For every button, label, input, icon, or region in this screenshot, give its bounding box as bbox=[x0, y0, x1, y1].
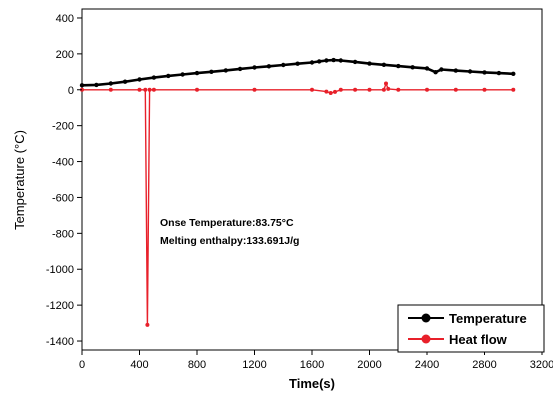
data-point-temperature bbox=[295, 61, 300, 66]
data-point-temperature bbox=[79, 83, 85, 88]
y-tick-label: -600 bbox=[52, 192, 74, 204]
x-axis-title: Time(s) bbox=[289, 376, 335, 391]
data-point-heat-flow bbox=[147, 87, 152, 92]
data-point-temperature bbox=[324, 58, 329, 63]
data-point-temperature bbox=[338, 58, 343, 63]
plot-frame bbox=[81, 8, 543, 351]
legend-label-heat-flow: Heat flow bbox=[449, 332, 508, 347]
data-point-temperature bbox=[433, 70, 438, 75]
y-tick-label: -1000 bbox=[46, 264, 74, 276]
data-point-temperature bbox=[410, 65, 415, 70]
data-point-temperature bbox=[511, 71, 516, 77]
data-point-temperature bbox=[122, 79, 128, 84]
data-point-heat-flow bbox=[252, 87, 257, 92]
legend-marker-heat-flow bbox=[421, 334, 431, 344]
data-point-temperature bbox=[482, 70, 487, 75]
data-point-temperature bbox=[237, 66, 243, 72]
data-point-heat-flow bbox=[108, 87, 113, 92]
data-point-temperature bbox=[108, 81, 114, 86]
y-axis: 400 200 0 -200 -400 -600 -800 -1000 -1200 -1400 bbox=[46, 13, 82, 348]
annotation-melting-enthalpy: Melting enthalpy:133.691J/g bbox=[160, 235, 299, 247]
x-tick-label: 1600 bbox=[300, 359, 324, 371]
data-point-temperature bbox=[266, 64, 272, 69]
data-point-heat-flow bbox=[324, 89, 329, 94]
data-point-heat-flow bbox=[425, 87, 429, 92]
data-point-temperature bbox=[467, 69, 473, 74]
x-tick-label: 3200 bbox=[530, 359, 553, 371]
legend-box bbox=[397, 304, 545, 353]
y-tick-label: 0 bbox=[68, 85, 74, 97]
series-layer bbox=[79, 57, 516, 327]
x-tick-label: 2400 bbox=[415, 359, 439, 371]
x-tick-label: 0 bbox=[79, 359, 85, 371]
y-tick-label: -200 bbox=[52, 121, 74, 133]
data-point-heat-flow bbox=[396, 87, 401, 92]
data-point-heat-flow bbox=[381, 87, 386, 92]
y-tick-label: 200 bbox=[56, 49, 74, 61]
data-point-temperature bbox=[496, 70, 502, 76]
data-point-heat-flow bbox=[338, 87, 343, 92]
data-point-temperature bbox=[180, 72, 185, 77]
y-tick-label: 400 bbox=[56, 13, 74, 25]
data-point-temperature bbox=[151, 75, 157, 80]
legend: Temperature Heat flow bbox=[397, 304, 545, 353]
data-point-heat-flow bbox=[333, 89, 337, 94]
y-axis-title: Temperature (°C) bbox=[12, 130, 27, 230]
data-point-temperature bbox=[453, 68, 458, 73]
data-point-heat-flow bbox=[482, 87, 487, 92]
data-point-temperature bbox=[381, 62, 387, 67]
x-tick-label: 1200 bbox=[242, 359, 266, 371]
data-point-heat-flow bbox=[453, 87, 458, 92]
data-point-temperature bbox=[317, 59, 322, 64]
data-point-temperature bbox=[137, 77, 142, 82]
data-point-temperature bbox=[331, 57, 336, 63]
data-point-temperature bbox=[424, 66, 430, 71]
data-point-heat-flow bbox=[386, 86, 391, 91]
data-point-temperature bbox=[94, 82, 99, 88]
data-point-temperature bbox=[252, 65, 257, 70]
x-axis: 0 400 800 1200 1600 2000 2400 2800 3200 bbox=[79, 350, 553, 371]
data-point-heat-flow bbox=[511, 87, 516, 92]
data-point-temperature bbox=[396, 63, 401, 69]
data-point-temperature bbox=[223, 68, 228, 73]
data-point-temperature bbox=[281, 62, 286, 68]
data-point-temperature bbox=[209, 69, 214, 75]
data-point-temperature bbox=[367, 61, 372, 66]
x-tick-label: 2800 bbox=[472, 359, 496, 371]
plot-area bbox=[79, 8, 543, 351]
data-point-heat-flow bbox=[151, 87, 156, 92]
data-point-heat-flow bbox=[145, 322, 150, 327]
data-point-heat-flow bbox=[328, 91, 333, 95]
data-point-heat-flow bbox=[137, 87, 142, 92]
legend-marker-temperature bbox=[421, 313, 431, 323]
y-tick-label: -800 bbox=[52, 228, 74, 240]
data-point-heat-flow bbox=[353, 87, 358, 92]
series-line-temperature bbox=[81, 58, 514, 87]
data-point-heat-flow bbox=[195, 87, 199, 92]
data-point-temperature bbox=[352, 59, 358, 65]
x-tick-label: 800 bbox=[188, 359, 206, 371]
y-tick-label: -400 bbox=[52, 157, 74, 169]
x-tick-label: 400 bbox=[130, 359, 148, 371]
data-point-heat-flow bbox=[384, 81, 388, 86]
data-point-heat-flow bbox=[143, 87, 148, 92]
y-tick-label: -1400 bbox=[46, 336, 74, 348]
data-point-temperature bbox=[166, 73, 171, 79]
x-tick-label: 2000 bbox=[357, 359, 381, 371]
series-line-heat-flow bbox=[82, 82, 514, 326]
legend-label-temperature: Temperature bbox=[449, 311, 527, 326]
data-point-heat-flow bbox=[310, 87, 314, 92]
data-point-temperature bbox=[194, 70, 200, 76]
data-point-temperature bbox=[309, 60, 315, 65]
data-point-heat-flow bbox=[367, 87, 372, 92]
data-point-temperature bbox=[439, 67, 444, 72]
annotation-onset-temperature: Onse Temperature:83.75°C bbox=[160, 217, 294, 229]
y-tick-label: -1200 bbox=[46, 300, 74, 312]
